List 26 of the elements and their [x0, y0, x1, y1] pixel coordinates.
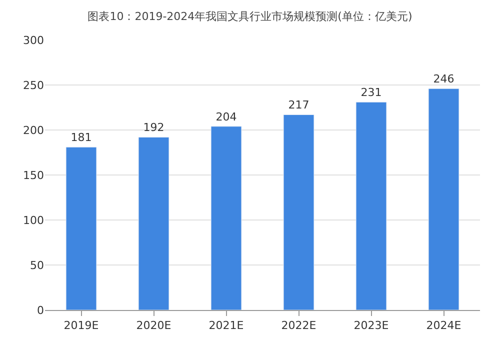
y-tick-label: 300 — [23, 34, 44, 47]
data-label: 192 — [143, 121, 164, 134]
data-label: 246 — [433, 72, 454, 86]
chart-title: 图表10：2019-2024年我国文具行业市场规模预测(单位：亿美元) — [88, 10, 412, 23]
y-tick-label: 200 — [23, 124, 44, 137]
x-tick-label: 2022E — [281, 319, 316, 332]
data-label: 231 — [360, 86, 382, 100]
y-tick-label: 100 — [23, 214, 44, 227]
y-tick-label: 150 — [23, 168, 44, 182]
x-tick-label: 2024E — [426, 319, 462, 332]
bar — [428, 88, 460, 310]
bar — [283, 114, 314, 310]
x-tick-label: 2020E — [136, 319, 172, 332]
x-tick-label: 2021E — [208, 319, 244, 332]
y-tick-label: 50 — [30, 258, 44, 272]
x-tick-label: 2023E — [354, 319, 389, 332]
data-label: 217 — [288, 98, 310, 112]
bar — [66, 146, 97, 310]
x-tick-label: 2019E — [64, 319, 99, 332]
bar — [138, 136, 170, 310]
data-label: 204 — [216, 110, 237, 124]
data-label: 181 — [70, 131, 92, 144]
y-tick-label: 250 — [23, 78, 44, 92]
y-tick-label: 0 — [37, 304, 44, 317]
bar — [356, 102, 387, 310]
bar — [210, 126, 242, 310]
